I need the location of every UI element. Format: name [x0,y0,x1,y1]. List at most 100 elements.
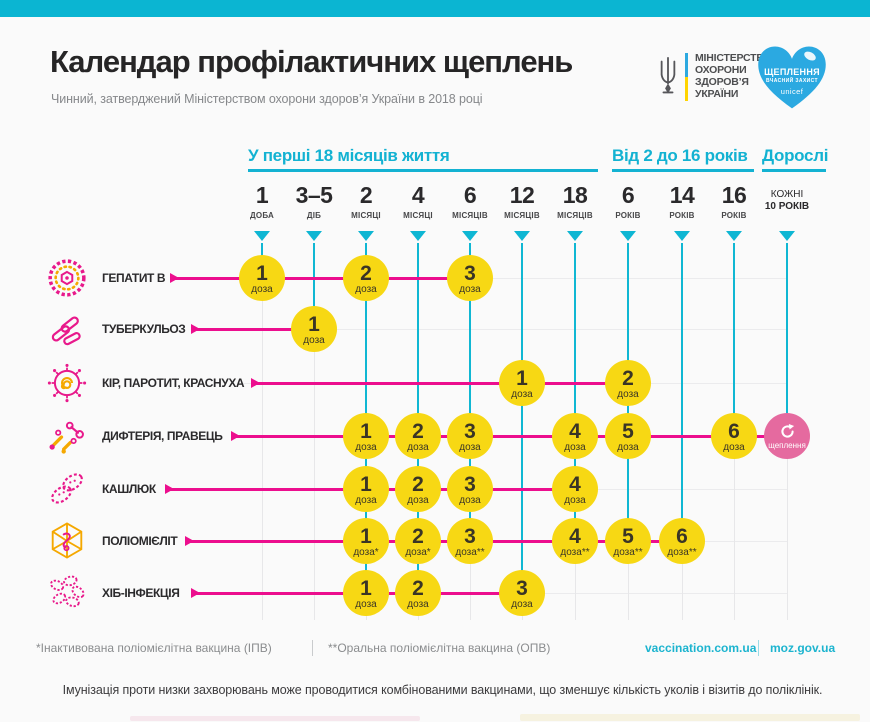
age-column-number: 3–5 [295,182,333,208]
dose-circle: 2 доза* [395,518,441,564]
dose-number: 4 [569,472,581,496]
link-vaccination-site[interactable]: vaccination.com.ua [645,641,757,655]
dose-unit: доза [355,441,377,453]
row-diphtheria-tetanus: ДИФТЕРІЯ, ПРАВЕЦЬ [44,413,223,459]
row-hib-infection: ХІБ-ІНФЕКЦІЯ [44,570,180,616]
dose-number: 2 [622,366,634,390]
diphtheria-bacteria-icon [49,421,84,454]
dose-number: 2 [412,576,424,600]
disease-label: КАШЛЮК [102,482,156,496]
section-adults: Дорослі [762,146,829,165]
page-title: Календар профілактичних щеплень [50,44,573,79]
age-column-unit: РОКІВ [721,211,747,220]
tuberculosis-bacteria-icon [51,316,81,346]
dose-unit: доза [303,334,325,346]
dose-circle: 6 доза [711,413,757,459]
age-column-number: 6 [463,182,477,208]
dose-circle: 2 доза [605,360,651,406]
dose-circle: 1 доза [343,413,389,459]
age-column-adult-line1: КОЖНІ [770,189,804,200]
timeline-arrow-icon [462,231,478,241]
hepatitis-b-virus-icon [48,259,86,297]
link-divider [758,640,759,656]
disease-label: ХІБ-ІНФЕКЦІЯ [102,586,180,600]
dose-circle: 4 доза [552,466,598,512]
vaccination-campaign-logo: ЩЕПЛЕННЯ ВЧАСНИЙ ЗАХИСТ unicef [756,45,828,111]
combined-vaccines-note: Імунізація проти низки захворювань може … [62,683,823,697]
dose-number: 5 [622,419,634,443]
timeline-arrow-icon [674,231,690,241]
dose-number: 1 [256,261,268,285]
ministry-name-line: ОХОРОНИ [695,64,747,77]
timeline-col-line [313,243,315,329]
dose-circle: 1 доза [291,306,337,352]
heart-icon [758,46,826,109]
section-2-to-16-years: Від 2 до 16 років [612,146,748,165]
dose-circle: 3 доза [447,255,493,301]
dose-number: 3 [464,419,476,443]
age-column-unit: МІСЯЦІ [403,211,433,220]
section-underline [612,169,754,172]
dose-circle: 1 доза [343,570,389,616]
dose-circle: 3 доза [499,570,545,616]
dose-number: 3 [464,261,476,285]
dose-number: 1 [308,312,320,336]
dose-circle: 2 доза [343,255,389,301]
dose-unit: доза [511,598,533,610]
icon-box [44,518,90,564]
dose-unit: доза [564,494,586,506]
timeline-arrow-icon [410,231,426,241]
dose-circle: 2 доза [395,466,441,512]
timeline-col-line [574,243,576,541]
age-column-unit: РОКІВ [669,211,695,220]
polio-virus-icon [51,522,83,559]
timeline-arrow-icon [306,231,322,241]
section-underline [248,169,598,172]
disease-label: ГЕПАТИТ B [102,271,166,285]
dose-unit: доза [617,441,639,453]
dose-number: 2 [412,472,424,496]
dose-number: 1 [360,576,372,600]
dose-circle: 1 доза [239,255,285,301]
dose-unit: доза** [455,546,485,558]
disease-label: ПОЛІОМІЄЛІТ [102,534,178,548]
revaccination-arrow-icon [780,423,794,438]
dose-unit: доза [407,598,429,610]
trident-icon [660,57,676,94]
dose-unit: доза [459,441,481,453]
dose-connector-line [170,273,470,283]
cutoff-next-section-remnant [130,716,420,721]
grid-row-line [240,328,787,330]
dose-unit: доза [407,494,429,506]
measles-virus-icon [47,363,87,403]
dose-unit: доза** [613,546,643,558]
age-column-number: 6 [621,182,635,208]
dose-circle: 5 доза** [605,518,651,564]
grid-row-line [240,277,787,279]
dose-circle: 1 доза* [343,518,389,564]
dose-unit: доза [723,441,745,453]
dose-connector-line [251,378,628,388]
age-column-number: 2 [359,182,373,208]
dose-unit: доза [251,283,273,295]
unicef-brand: unicef [780,87,804,96]
row-measles-mumps-rubella: КІР, ПАРОТИТ, КРАСНУХА [44,360,245,406]
timeline-arrow-icon [726,231,742,241]
icon-box [44,570,90,616]
footnote-opv: **Оральна поліомієлітна вакцина (ОПВ) [328,641,551,655]
dose-circle: 6 доза** [659,518,705,564]
dose-number: 1 [516,366,528,390]
dose-circle: 4 доза [552,413,598,459]
dose-circle: 2 доза [395,570,441,616]
dose-unit: доза* [353,546,379,558]
link-moz-site[interactable]: moz.gov.ua [770,641,836,655]
campaign-subtitle: ВЧАСНИЙ ЗАХИСТ [765,78,819,84]
dose-unit: доза [407,441,429,453]
flag-divider-bar [685,53,688,101]
age-column-unit: МІСЯЦІВ [504,211,540,220]
icon-box [44,306,90,352]
dose-unit: доза [355,598,377,610]
grid-col-line [313,243,315,620]
age-column-number: 4 [411,182,425,208]
